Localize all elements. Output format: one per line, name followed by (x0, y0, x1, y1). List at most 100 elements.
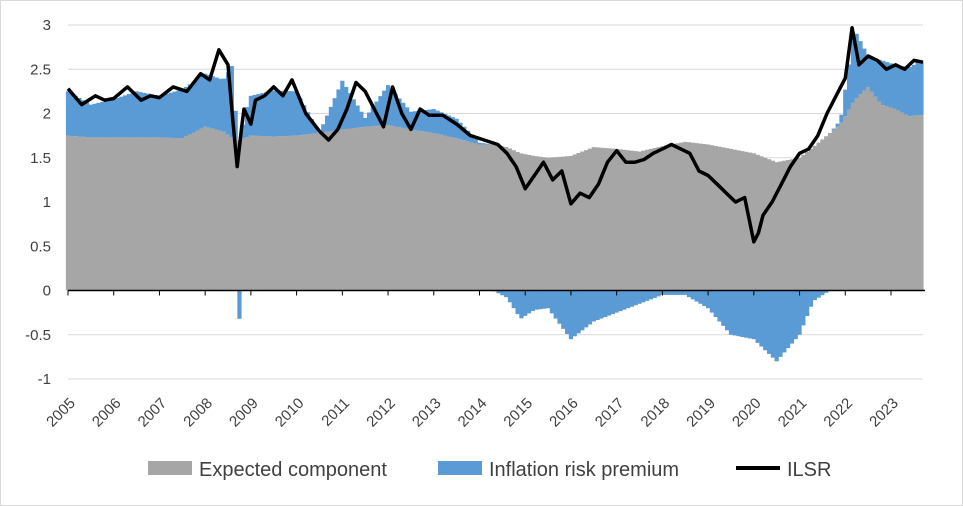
bar-premium (107, 100, 113, 138)
bar-premium (103, 101, 109, 138)
bar-premium (283, 90, 288, 137)
bar-expected (869, 91, 875, 291)
bar-premium (610, 290, 615, 315)
bar-expected (344, 128, 349, 291)
bar-expected (812, 145, 817, 291)
bar-premium (424, 109, 429, 132)
bar-expected (740, 151, 745, 291)
bar-expected (203, 126, 208, 291)
bar-premium (328, 106, 334, 132)
bar-expected (172, 137, 177, 291)
bar-expected (618, 149, 623, 291)
bar-premium (69, 93, 74, 136)
bar-expected (252, 135, 257, 291)
bar-premium (84, 102, 90, 138)
bar-premium (907, 67, 913, 117)
bar-expected (728, 148, 734, 291)
bar-premium (656, 290, 661, 297)
y-tick-label: 0 (43, 283, 51, 300)
bar-premium (435, 110, 440, 134)
bar-premium (530, 290, 535, 311)
bar-premium (534, 290, 539, 310)
bar-premium (210, 76, 215, 129)
bar-premium (408, 111, 414, 130)
bar-expected (660, 146, 665, 291)
bar-premium (420, 110, 425, 132)
bar-premium (766, 290, 772, 354)
bar-premium (450, 117, 455, 138)
bar-expected (374, 125, 379, 291)
bar-premium (279, 90, 284, 137)
bar-premium (774, 290, 779, 362)
bar-expected (782, 160, 787, 291)
bar-expected (568, 155, 574, 291)
bar-premium (835, 123, 840, 127)
x-tick-label: 2011 (318, 395, 353, 430)
bar-expected (96, 137, 101, 291)
bar-premium (355, 105, 360, 128)
bar-premium (786, 290, 791, 349)
bar-expected (892, 108, 897, 291)
bar-premium (584, 290, 589, 328)
bar-premium (324, 115, 330, 132)
bar-premium (694, 290, 699, 302)
bar-expected (214, 129, 219, 291)
bar-expected (496, 145, 501, 291)
bar-premium (713, 290, 718, 318)
bar-expected (698, 143, 703, 291)
bar-premium (81, 100, 86, 137)
bar-expected (157, 137, 162, 291)
bar-premium (732, 290, 737, 336)
bar-expected (275, 136, 280, 291)
x-tick-label: 2019 (683, 395, 719, 431)
bar-premium (664, 290, 669, 295)
bar-premium (515, 290, 520, 315)
bar-premium (77, 98, 82, 137)
x-tick-label: 2016 (546, 395, 582, 431)
bar-premium (706, 290, 711, 309)
bar-expected (145, 137, 151, 291)
x-tick-label: 2020 (729, 395, 765, 431)
bar-premium (389, 89, 394, 126)
bar-expected (778, 161, 783, 291)
bar-premium (869, 57, 875, 92)
bar-premium (736, 290, 741, 337)
bar-premium (191, 81, 196, 133)
bar-expected (709, 145, 715, 291)
bar-premium (549, 290, 554, 314)
bar-expected (622, 149, 627, 291)
bar-expected (645, 149, 650, 291)
bar-premium (641, 290, 646, 303)
bar-expected (648, 148, 654, 291)
bar-premium (667, 290, 673, 295)
bar-expected (584, 150, 589, 291)
x-tick-label: 2010 (272, 395, 308, 431)
bar-premium (305, 112, 311, 135)
bar-premium (363, 117, 368, 127)
bar-expected (557, 156, 562, 291)
bar-expected (774, 162, 779, 291)
bar-expected (641, 150, 646, 291)
ilsr-line (66, 25, 924, 244)
x-tick-label: 2007 (135, 395, 171, 431)
bar-premium (393, 94, 398, 127)
bar-expected (896, 110, 901, 291)
bar-expected (683, 141, 688, 291)
bar-premium (286, 91, 292, 136)
bar-premium (671, 290, 676, 295)
bar-expected (789, 159, 795, 291)
bar-expected (439, 134, 444, 291)
bar-premium (222, 78, 227, 132)
y-tick-label: 2 (43, 106, 51, 123)
bar-premium (915, 62, 920, 116)
bar-premium (805, 290, 810, 317)
bar-expected (134, 137, 139, 291)
bar-premium (545, 290, 551, 309)
bar-expected (313, 133, 318, 291)
bar-expected (324, 131, 330, 291)
bar-premium (481, 143, 486, 145)
bar-premium (203, 73, 208, 127)
bar-expected (911, 115, 916, 291)
bar-premium (271, 90, 276, 137)
bar-premium (298, 98, 303, 136)
